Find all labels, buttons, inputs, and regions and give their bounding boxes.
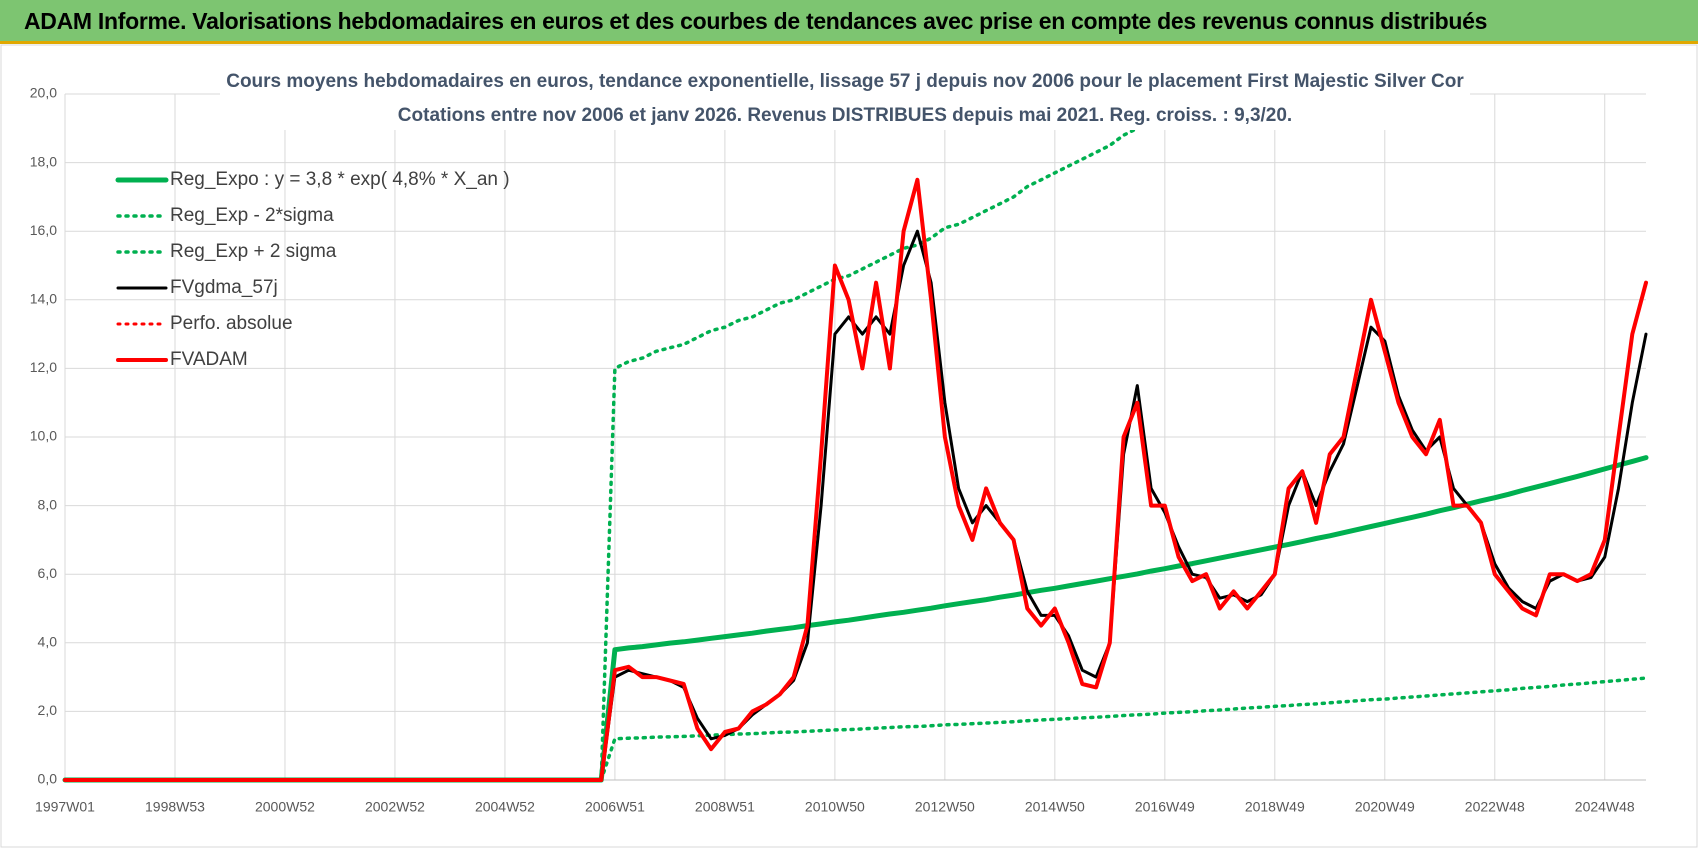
legend-label: Reg_Expo : y = 3,8 * exp( 4,8% * X_an ) — [170, 169, 510, 190]
chart-title: Cours moyens hebdomadaires en euros, ten… — [226, 71, 1464, 92]
x-tick-label: 2022W48 — [1465, 799, 1525, 815]
y-tick-label: 20,0 — [30, 85, 57, 101]
header-banner: ADAM Informe. Valorisations hebdomadaire… — [0, 0, 1698, 44]
y-tick-label: 6,0 — [38, 565, 58, 581]
x-tick-label: 2012W50 — [915, 799, 975, 815]
legend-label: FVADAM — [170, 349, 248, 370]
x-tick-label: 2016W49 — [1135, 799, 1195, 815]
x-tick-label: 2006W51 — [585, 799, 645, 815]
x-tick-label: 2000W52 — [255, 799, 315, 815]
series-line — [63, 177, 1648, 782]
x-tick-label: 2018W49 — [1245, 799, 1305, 815]
plot-area — [62, 92, 1649, 783]
header-title: ADAM Informe. Valorisations hebdomadaire… — [24, 8, 1488, 34]
y-tick-label: 16,0 — [30, 222, 57, 238]
y-tick-label: 18,0 — [30, 153, 57, 169]
legend-label: Perfo. absolue — [170, 313, 293, 334]
x-tick-label: 2008W51 — [695, 799, 755, 815]
x-tick-label: 2004W52 — [475, 799, 535, 815]
y-tick-label: 10,0 — [30, 428, 57, 444]
x-tick-label: 2010W50 — [805, 799, 865, 815]
y-tick-label: 2,0 — [38, 702, 58, 718]
y-tick-label: 8,0 — [38, 496, 58, 512]
x-tick-label: 1998W53 — [145, 799, 205, 815]
chart: 0,0 2,0 4,0 6,0 8,0 10,0 12,0 14,0 16,0 18,0 20,0 1… — [0, 44, 1698, 848]
y-tick-label: 14,0 — [30, 291, 57, 307]
chart-frame — [0, 44, 1698, 848]
y-tick-label: 4,0 — [38, 634, 58, 650]
title-box — [220, 62, 1470, 130]
chart-subtitle: Cotations entre nov 2006 et janv 2026. R… — [398, 105, 1292, 126]
x-tick-label: 2020W49 — [1355, 799, 1415, 815]
grid: 0,0 2,0 4,0 6,0 8,0 10,0 12,0 14,0 16,0 18,0 20,0 1… — [30, 85, 1646, 815]
y-tick-label: 0,0 — [38, 771, 58, 787]
legend-label: Reg_Exp - 2*sigma — [170, 205, 334, 226]
legend-label: FVgdma_57j — [170, 277, 278, 298]
legend-label: Reg_Exp + 2 sigma — [170, 241, 337, 262]
y-tick-label: 12,0 — [30, 359, 57, 375]
x-tick-label: 1997W01 — [35, 799, 95, 815]
x-tick-label: 2024W48 — [1575, 799, 1635, 815]
x-tick-label: 2002W52 — [365, 799, 425, 815]
x-tick-label: 2014W50 — [1025, 799, 1085, 815]
legend: Reg_Expo : y = 3,8 * exp( 4,8% * X_an ) R… — [115, 169, 510, 370]
